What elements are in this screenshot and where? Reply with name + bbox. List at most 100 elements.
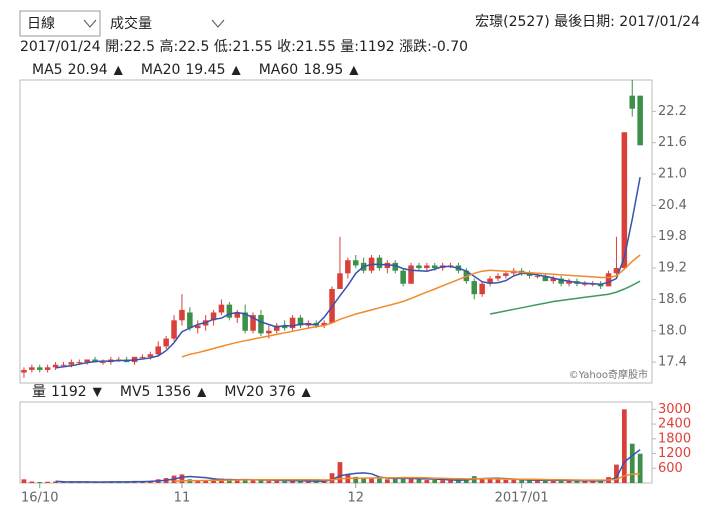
volume-bar: [329, 473, 335, 483]
candle-body: [147, 354, 154, 357]
legend-name: MA5: [32, 62, 63, 78]
volume-bar: [337, 462, 343, 483]
volume-bar: [400, 476, 406, 483]
volume-bar: [377, 478, 382, 483]
volume-bar: [195, 480, 201, 483]
volume-bar: [621, 409, 627, 483]
volume-bar: [305, 481, 311, 483]
candle-body: [534, 275, 541, 277]
legend-name: MA60: [259, 62, 298, 78]
legend-trend: ▲: [114, 63, 124, 77]
volume-bar: [614, 464, 619, 483]
y-tick-label: 19.2: [658, 261, 687, 276]
volume-bar: [574, 481, 580, 483]
volume-bar: [298, 481, 303, 483]
volume-bar: [566, 480, 572, 483]
legend-name: 量: [32, 384, 46, 400]
volume-bar: [45, 481, 51, 483]
candle-body: [613, 268, 620, 274]
volume-bar: [369, 477, 374, 483]
candle-body: [487, 278, 493, 284]
candle-body: [637, 95, 643, 146]
legend-name: MA20: [141, 62, 180, 78]
candle-body: [84, 359, 90, 363]
candle-body: [163, 338, 169, 347]
volume-bar: [361, 478, 367, 483]
candle-body: [21, 369, 27, 373]
chevron: [211, 19, 225, 28]
candle-body: [582, 283, 588, 285]
volume-bar: [416, 479, 422, 483]
price-frame: [19, 79, 653, 384]
candle-body: [558, 278, 564, 284]
volume-bar: [313, 481, 319, 483]
legend-trend: ▲: [349, 63, 359, 77]
volume-bar: [637, 453, 643, 483]
candle-body: [187, 312, 193, 329]
candle-body: [289, 317, 296, 329]
volume-bar: [456, 480, 461, 483]
candle-body: [155, 346, 162, 355]
y-tick-label: 600: [658, 461, 683, 476]
volume-bar: [463, 478, 469, 483]
volume-bar: [353, 476, 359, 483]
volume-bar: [258, 480, 264, 483]
ma-line: [181, 254, 641, 358]
credit: ©Yahoo奇摩股市: [569, 368, 648, 381]
candle-body: [392, 262, 399, 271]
candle-body: [345, 260, 351, 274]
volume-bar: [266, 481, 272, 483]
legend-value: 18.95: [303, 62, 343, 78]
volume-bar: [495, 479, 501, 483]
volume-bar: [384, 479, 390, 483]
legend-value: 1192: [51, 384, 87, 400]
candle-body: [36, 367, 43, 370]
candle-body: [550, 278, 557, 282]
volume-bar: [542, 480, 548, 483]
legend-value: 19.45: [185, 62, 225, 78]
candle-body: [29, 367, 35, 370]
volume-bar: [392, 479, 398, 483]
candle-body: [250, 315, 256, 331]
volume-bar: [424, 480, 430, 483]
y-tick-label: 21.6: [658, 135, 687, 150]
volume-bar: [37, 482, 43, 483]
volume-bar: [503, 479, 509, 483]
candle-body: [416, 265, 422, 269]
info-line: 2017/01/24 開:22.5 高:22.5 低:21.55 收:21.55…: [20, 38, 468, 55]
volume-bar: [203, 480, 209, 483]
y-tick-label: 1800: [658, 431, 691, 446]
candle-body: [60, 364, 67, 366]
period-label[interactable]: 日線: [27, 16, 55, 32]
candle-body: [629, 95, 636, 109]
candle-body: [337, 273, 343, 289]
candle-body: [479, 283, 485, 295]
candle-body: [76, 362, 83, 364]
volume-bar: [290, 480, 295, 483]
x-tick-label: 16/10: [21, 491, 58, 506]
candle-body: [242, 312, 248, 331]
legend-value: 20.94: [68, 62, 108, 78]
ma-line: [55, 177, 641, 369]
candle-body: [526, 273, 533, 276]
y-tick-label: 22.2: [658, 104, 687, 119]
candle-body: [171, 320, 177, 339]
volume-bar: [511, 480, 517, 483]
volume-bar: [282, 481, 288, 483]
x-tick-label: 12: [347, 491, 364, 506]
y-tick-label: 20.4: [658, 198, 687, 213]
candle-body: [400, 270, 406, 284]
volume-bar: [53, 481, 58, 483]
candle-body: [431, 265, 438, 269]
indicator-label[interactable]: 成交量: [110, 15, 152, 32]
legend-name: MV5: [120, 384, 151, 400]
x-tick-label: 2017/01: [495, 491, 549, 506]
y-tick-label: 1200: [658, 446, 691, 461]
candle-body: [495, 275, 501, 279]
ma-line: [489, 280, 641, 315]
volume-bar: [519, 480, 525, 483]
y-tick-label: 17.4: [658, 355, 687, 370]
candle-body: [321, 322, 327, 326]
candle-body: [297, 317, 304, 326]
